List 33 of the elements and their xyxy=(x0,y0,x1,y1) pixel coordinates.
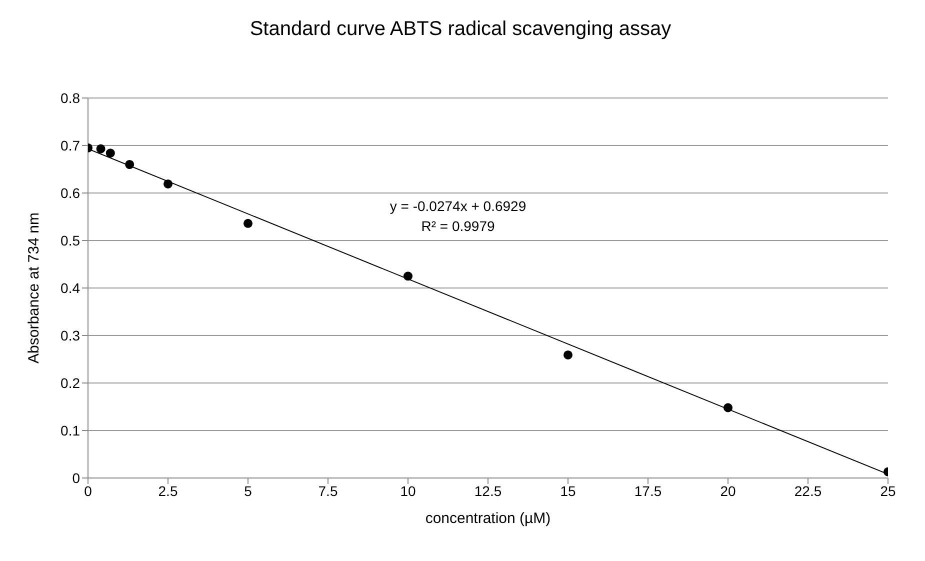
point xyxy=(723,403,733,412)
x-tick-label: 5 xyxy=(244,482,252,499)
x-tick-label: 7.5 xyxy=(318,482,338,499)
y-tick-label: 0.3 xyxy=(60,327,80,344)
point xyxy=(403,272,413,281)
y-tick-label: 0.7 xyxy=(60,137,80,154)
point xyxy=(563,350,573,360)
y-tick-label: 0.5 xyxy=(60,232,80,248)
x-tick-label: 12.5 xyxy=(474,482,502,499)
x-tick-label: 2.5 xyxy=(158,482,178,499)
x-tick-label: 15 xyxy=(560,482,576,499)
y-tick-label: 0 xyxy=(72,470,80,486)
x-axis-title: concentration (µM) xyxy=(425,510,551,527)
point xyxy=(106,148,115,158)
y-tick-label: 0.1 xyxy=(60,422,80,438)
x-tick-label: 22.5 xyxy=(794,482,822,499)
y-tick-label: 0.8 xyxy=(60,90,80,106)
point xyxy=(96,144,106,154)
x-tick-label: 25 xyxy=(880,482,896,499)
y-axis-title: Absorbance at 734 nm xyxy=(25,212,42,364)
chart-title: Standard curve ABTS radical scavenging assay xyxy=(248,18,672,41)
annotation: y = -0.0274x + 0.6929 xyxy=(388,197,528,216)
y-tick-label: 0.2 xyxy=(60,374,80,391)
x-tick-label: 20 xyxy=(720,482,736,499)
point xyxy=(163,179,173,188)
point xyxy=(243,218,253,228)
point xyxy=(125,160,134,170)
y-tick-label: 0.4 xyxy=(60,280,80,296)
y-tick-label: 0.6 xyxy=(60,184,80,201)
x-tick-label: 10 xyxy=(400,482,416,499)
annotation: R² = 0.9979 xyxy=(420,217,496,236)
x-tick-label: 17.5 xyxy=(634,482,662,499)
x-tick-label: 0 xyxy=(84,482,92,499)
